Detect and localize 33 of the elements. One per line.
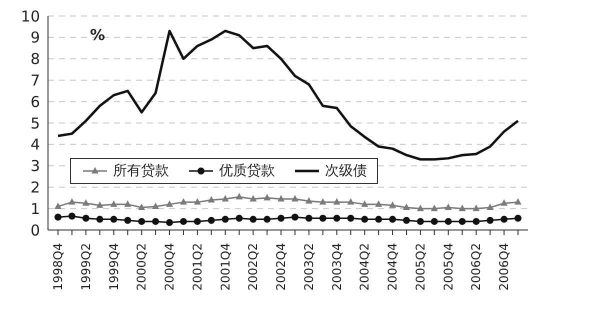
legend-label: 所有贷款 [112,162,169,180]
x-tick-label: 1999Q4 [106,243,121,291]
x-tick-label: 2002Q4 [274,243,288,291]
y-tick-label: 1 [30,200,40,218]
x-tick-label: 2001Q2 [190,243,204,291]
x-tick-label: 2005Q2 [413,243,428,291]
y-tick-label: 6 [30,92,40,111]
x-tick-label: 2006Q4 [497,243,512,291]
y-tick-label: 3 [30,157,40,176]
y-tick-label: 10 [20,7,40,26]
x-tick-label: 2000Q4 [162,243,177,291]
x-tick-label: 1998Q4 [51,243,65,291]
y-tick-label: 2 [30,178,40,197]
x-tick-label: 2004Q2 [358,243,372,291]
y-tick-label: 8 [30,50,40,68]
y-tick-label: 9 [30,28,40,47]
x-tick-label: 2004Q4 [386,243,400,291]
x-tick-label: 2003Q4 [330,243,344,291]
x-tick-label: 2003Q2 [302,243,316,291]
x-tick-label: 2005Q4 [441,243,456,291]
y-axis-title: % [90,26,106,44]
x-tick-label: 2002Q2 [246,243,260,291]
x-tick-label: 2000Q2 [134,243,149,291]
x-tick-label: 2001Q4 [218,243,232,291]
x-tick-label: 2006Q2 [469,243,484,291]
y-tick-label: 7 [30,72,40,90]
x-tick-label: 1999Q2 [78,243,93,291]
y-tick-label: 4 [30,136,40,154]
legend-label: 次级债 [324,162,367,180]
y-tick-label: 5 [30,114,40,132]
line-series [56,30,520,161]
legend-label: 优质贷款 [218,162,275,180]
y-tick-label: 0 [30,221,40,240]
